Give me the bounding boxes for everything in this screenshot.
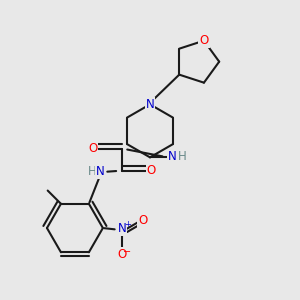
Text: O: O [147,164,156,177]
Text: N: N [96,165,105,178]
Text: N: N [146,98,154,111]
Text: N: N [118,222,126,235]
Text: +: + [124,220,131,229]
Text: O: O [138,214,148,227]
Text: H: H [177,150,186,163]
Text: N: N [168,150,177,163]
Text: −: − [123,247,131,257]
Text: H: H [88,165,97,178]
Text: O: O [88,142,97,155]
Text: O: O [199,34,208,47]
Text: O: O [117,248,127,261]
